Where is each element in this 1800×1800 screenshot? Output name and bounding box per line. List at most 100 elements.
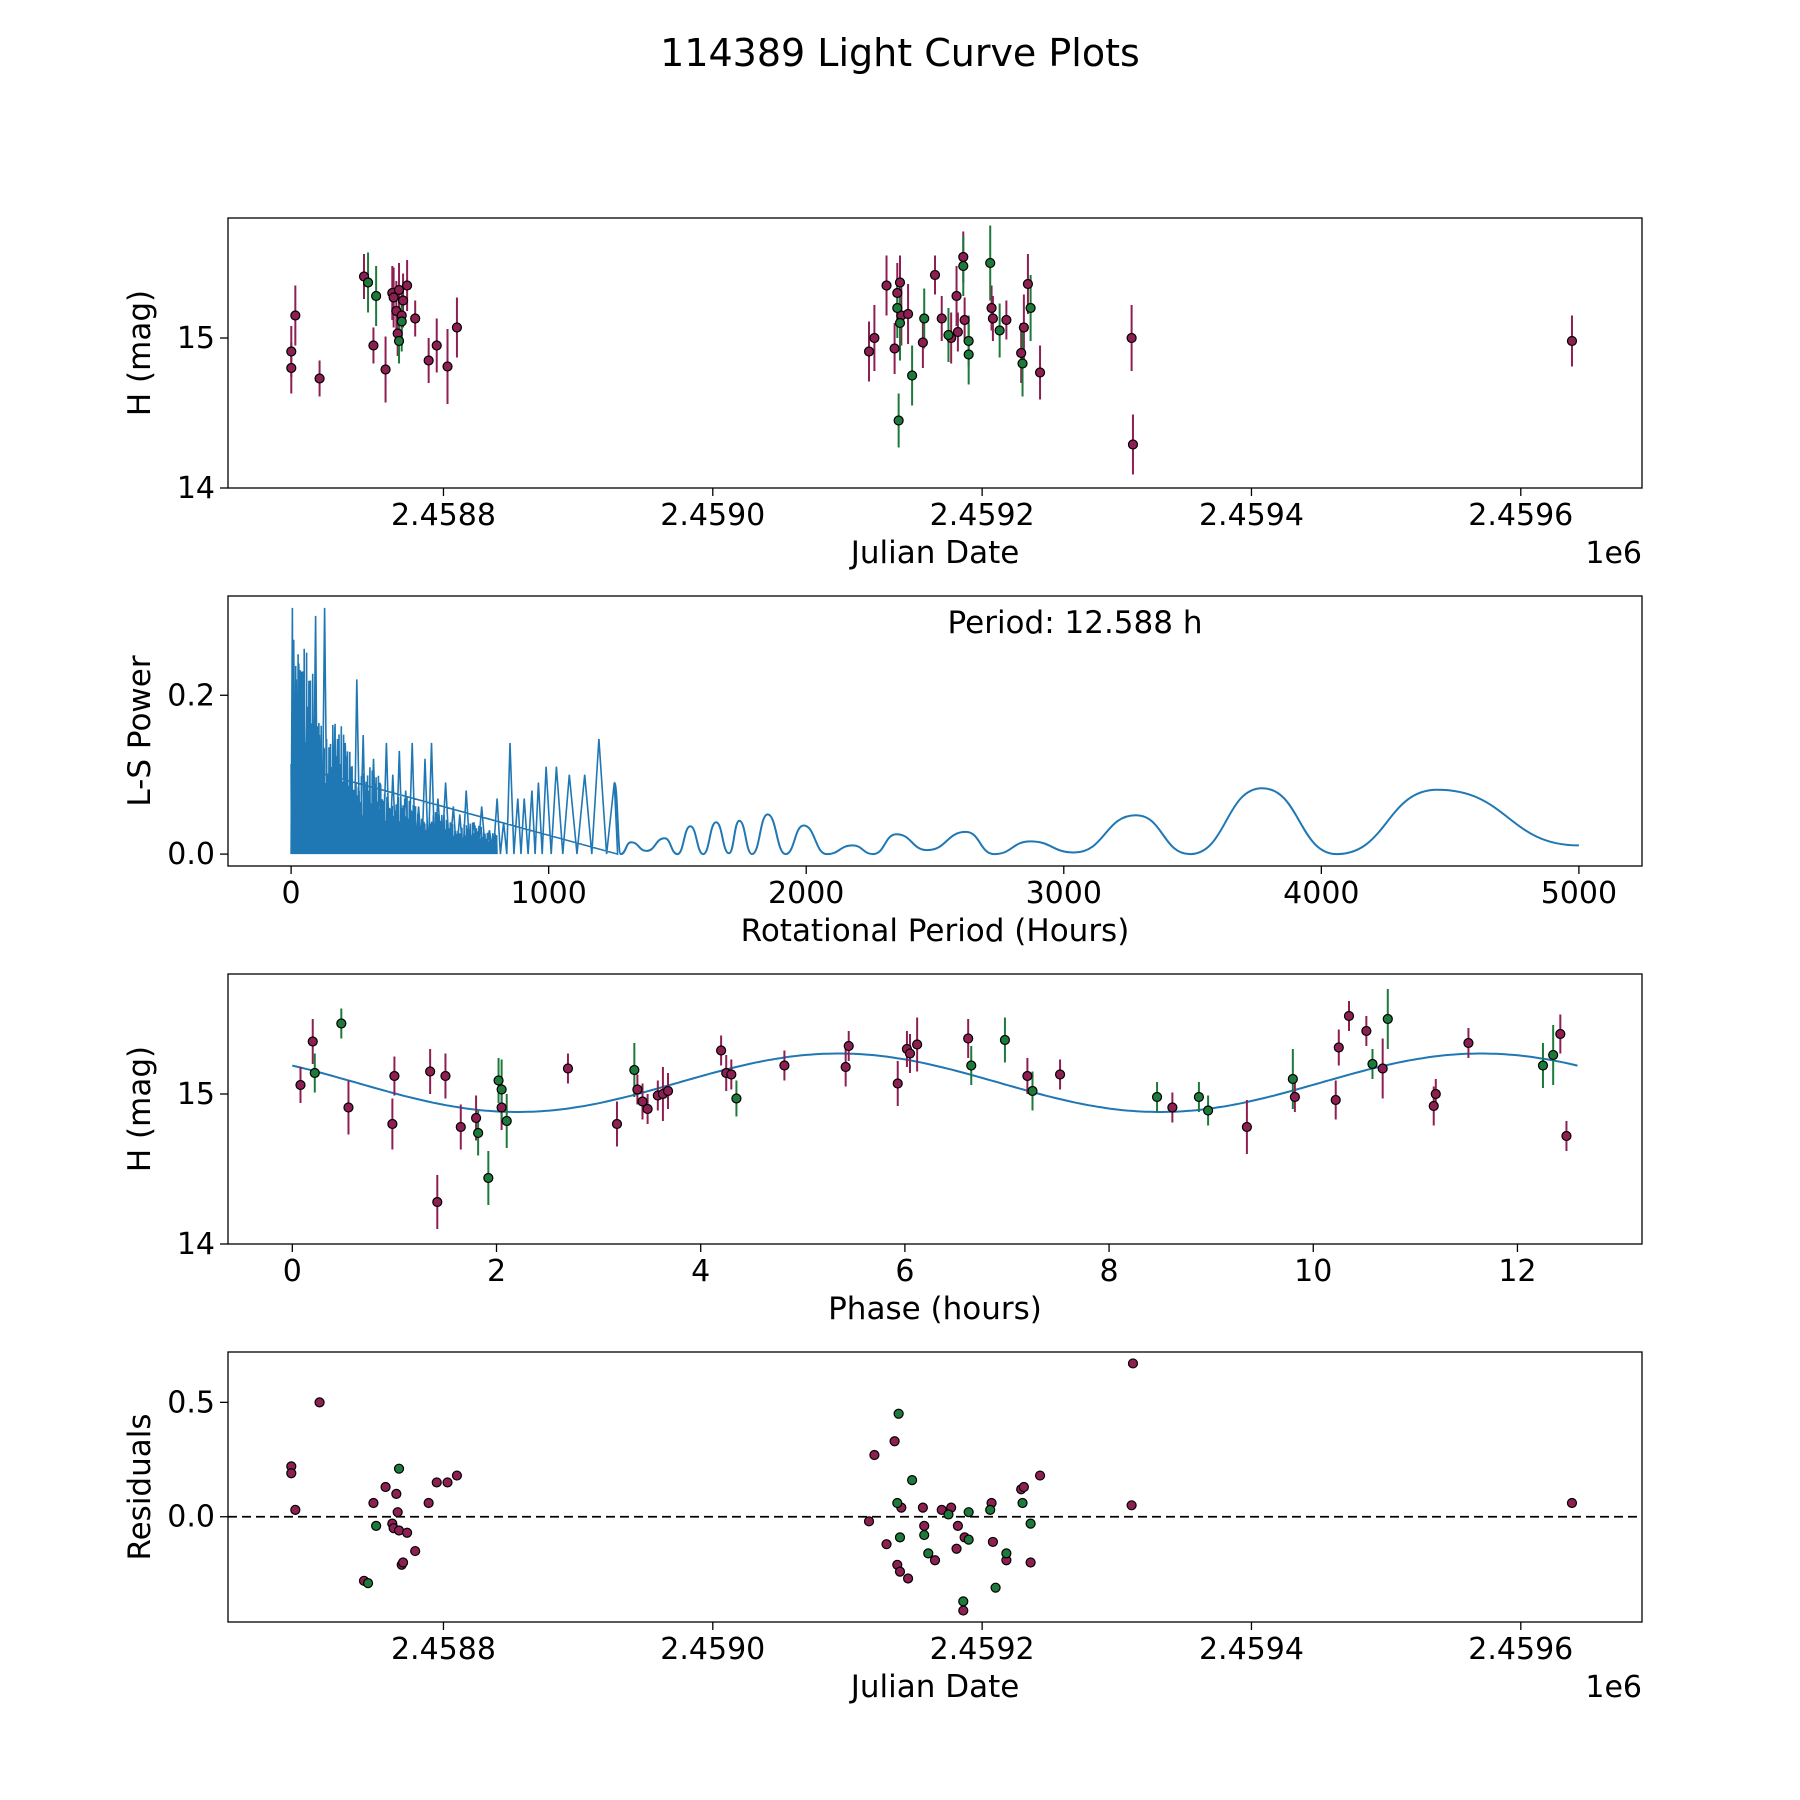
data-point-green — [1025, 1518, 1036, 1529]
data-point-green — [958, 260, 969, 272]
data-point-green — [894, 1532, 906, 1543]
data-point-green — [923, 1548, 934, 1559]
x-tick-label: 1000 — [510, 876, 586, 911]
x-tick-label: 0 — [283, 1254, 302, 1289]
data-point-red — [307, 1036, 318, 1047]
data-point-red — [1377, 1063, 1388, 1074]
y-axis-label: Residuals — [122, 1413, 158, 1560]
data-point-green — [496, 1084, 507, 1095]
data-point-red — [431, 1477, 442, 1488]
data-point-red — [987, 313, 999, 324]
data-point-red — [389, 1070, 400, 1082]
figure-title: 114389 Light Curve Plots — [660, 31, 1140, 75]
data-point-green — [963, 1534, 974, 1545]
data-point-red — [917, 337, 928, 348]
data-point-red — [958, 251, 969, 263]
data-point-green — [371, 290, 382, 302]
data-point-red — [470, 1112, 482, 1124]
data-point-green — [943, 329, 954, 341]
data-point-red — [286, 346, 297, 357]
x-tick-label: 2 — [487, 1254, 506, 1289]
data-point-red — [919, 1520, 930, 1531]
data-point-red — [423, 1497, 434, 1509]
x-tick-label: 2.4596 — [1468, 498, 1573, 533]
panel-lightcurve: 2.4588 2.4590 2.4592 2.4594 2.4596 14 15 Julian… — [122, 217, 1643, 571]
data-point-green — [999, 1034, 1011, 1046]
x-tick-label: 3000 — [1026, 876, 1102, 911]
data-point-green — [985, 257, 996, 269]
y-tick-label: 15 — [177, 1077, 215, 1112]
x-tick-label: 6 — [895, 1254, 914, 1289]
data-point-red — [1018, 322, 1029, 333]
data-point-green — [362, 1578, 374, 1589]
data-point-red — [380, 1481, 391, 1493]
data-point-red — [392, 1507, 403, 1518]
data-point-red — [1025, 1557, 1036, 1568]
y-axis-label: H (mag) — [122, 1046, 158, 1172]
data-point-red — [951, 1543, 962, 1554]
data-point-red — [562, 1063, 574, 1074]
y-tick-label: 0.0 — [167, 837, 215, 872]
data-point-green — [1382, 1013, 1393, 1025]
data-point-red — [397, 1557, 409, 1568]
residuals-frame — [227, 1351, 1643, 1623]
x-tick-label: 2000 — [768, 876, 844, 911]
data-point-red — [963, 1033, 974, 1044]
data-point-red — [442, 361, 453, 372]
x-tick-label: 2.4592 — [930, 498, 1035, 533]
data-point-green — [1193, 1091, 1205, 1103]
data-point-red — [904, 1048, 916, 1059]
data-point-red — [432, 1196, 443, 1208]
data-point-red — [1127, 1358, 1139, 1369]
periodogram-line-high-frequency — [290, 607, 619, 856]
y-tick-label: 14 — [177, 1227, 215, 1262]
data-point-green — [1001, 1548, 1012, 1559]
data-point-red — [779, 1060, 790, 1071]
data-point-red — [986, 302, 997, 314]
period-annotation: Period: 12.588 h — [948, 605, 1203, 641]
data-point-red — [402, 1527, 413, 1538]
data-point-red — [869, 332, 880, 344]
x-axis-label: Julian Date — [849, 1669, 1020, 1705]
data-point-red — [431, 340, 442, 351]
data-point-red — [442, 1477, 453, 1488]
data-point-red — [1167, 1102, 1178, 1113]
data-point-green — [919, 1529, 930, 1541]
data-point-red — [726, 1069, 737, 1080]
data-point-red — [987, 1536, 999, 1548]
data-point-red — [1054, 1069, 1066, 1080]
data-point-red — [889, 1436, 900, 1447]
data-point-green — [393, 335, 405, 347]
data-point-red — [936, 313, 947, 324]
data-point-green — [1203, 1105, 1214, 1116]
y-tick-label: 14 — [177, 471, 215, 506]
data-point-green — [994, 325, 1005, 336]
data-point-green — [493, 1075, 504, 1086]
data-point-green — [629, 1064, 640, 1076]
data-point-red — [1034, 367, 1046, 378]
data-point-red — [314, 1397, 325, 1408]
x-offset-label: 1e6 — [1585, 1670, 1642, 1705]
data-point-red — [889, 343, 900, 354]
data-point-red — [869, 1449, 880, 1461]
data-point-green — [894, 317, 906, 329]
data-point-red — [368, 340, 379, 351]
data-point-red — [637, 1096, 648, 1107]
data-point-red — [952, 326, 963, 338]
x-tick-label: 4 — [691, 1254, 710, 1289]
y-tick-label: 15 — [177, 321, 215, 356]
data-point-red — [368, 1497, 379, 1509]
y-axis-label: L-S Power — [122, 655, 158, 806]
data-point-red — [387, 1118, 398, 1130]
data-point-red — [295, 1079, 306, 1091]
data-point-red — [1566, 335, 1578, 347]
data-point-red — [902, 308, 914, 320]
panel-phased: 0 2 4 6 8 10 12 14 15 Phase (hours) H (mag) — [122, 973, 1643, 1327]
data-point-green — [893, 415, 904, 426]
data-point-green — [483, 1172, 494, 1184]
data-point-red — [881, 280, 892, 291]
data-point-red — [951, 290, 962, 302]
data-point-green — [1151, 1091, 1163, 1103]
data-point-red — [917, 1502, 928, 1513]
